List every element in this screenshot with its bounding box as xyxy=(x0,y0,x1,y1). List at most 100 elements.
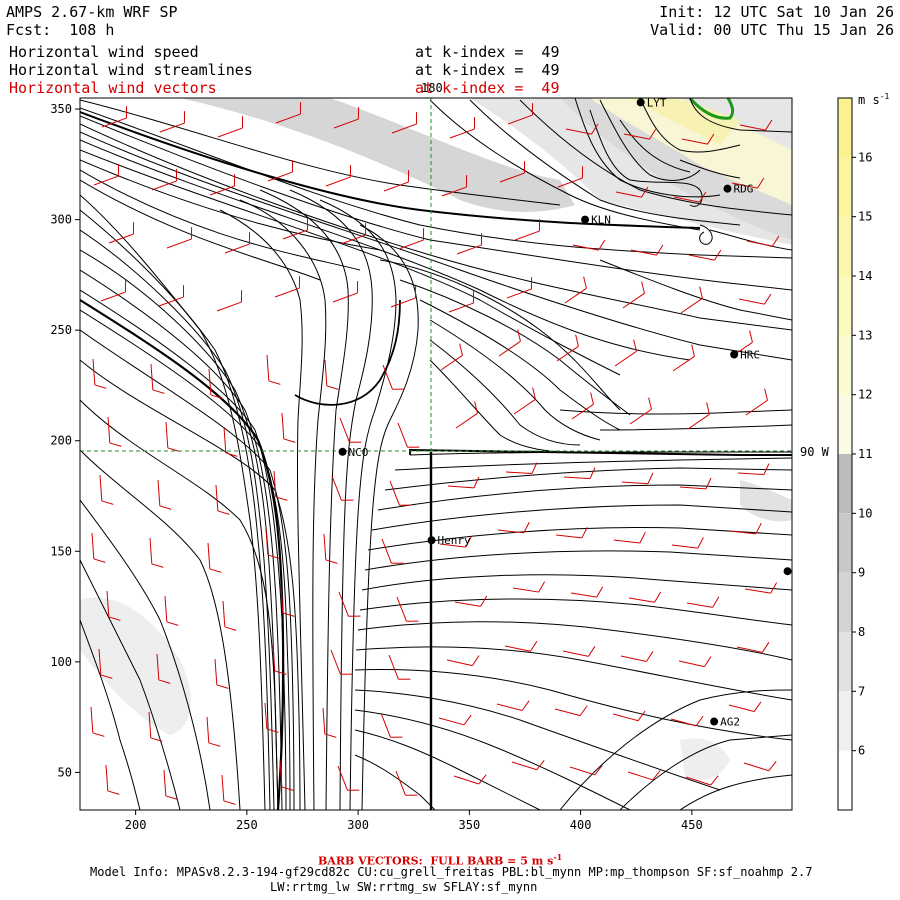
wind-barb-shaft xyxy=(224,243,250,254)
wind-barb-flag xyxy=(532,387,536,400)
wind-barb-flag xyxy=(639,532,646,544)
parallel-label: 90 W xyxy=(800,445,830,459)
wind-barb-flag xyxy=(712,596,720,608)
barb-legend: BARB VECTORS: FULL BARB = 5 m s-1 xyxy=(318,852,563,868)
colorbar-segment xyxy=(838,394,852,454)
station-label: NCO xyxy=(349,446,369,459)
colorbar-label: 7 xyxy=(858,684,865,698)
wind-barb-shaft xyxy=(688,254,715,261)
wind-barb-shaft xyxy=(746,240,773,247)
wind-barb-shaft xyxy=(570,592,597,598)
station-label: AG2 xyxy=(720,716,740,729)
station-label: Henry xyxy=(438,534,471,547)
y-tick-label: 100 xyxy=(50,655,72,669)
colorbar-segment xyxy=(838,691,852,751)
x-tick-label: 450 xyxy=(681,818,703,832)
wind-barb-shaft xyxy=(275,113,301,124)
station-marker xyxy=(710,717,719,726)
wind-barb-flag xyxy=(656,244,664,256)
wind-barb-flag xyxy=(223,800,236,805)
colorbar-label: 14 xyxy=(858,269,872,283)
y-axis: 50 100 150 200 250 300 350 xyxy=(50,102,80,779)
wind-barb-shaft xyxy=(440,354,463,371)
wind-barb-shaft xyxy=(158,296,184,307)
wind-barb-shaft xyxy=(90,706,94,733)
wind-barb-shaft xyxy=(150,363,154,390)
wind-barb-flag xyxy=(588,646,596,657)
wind-barb-shaft xyxy=(438,717,465,726)
wind-barb-shaft xyxy=(108,233,134,244)
wind-barb-flag xyxy=(770,582,778,594)
wind-barb-flag xyxy=(217,510,230,515)
wind-barb-flag xyxy=(762,641,770,653)
wind-barb-flag xyxy=(152,389,165,394)
colorbar-unit: m s-1 xyxy=(858,92,890,107)
wind-barb-shaft xyxy=(331,475,342,501)
wind-barb-flag xyxy=(755,522,762,535)
wind-barb-shaft xyxy=(207,542,211,569)
wind-barb-shaft xyxy=(456,244,482,255)
wind-barb-shaft xyxy=(504,645,531,652)
wind-barb-flag xyxy=(654,591,662,603)
wind-barb-flag xyxy=(641,281,645,294)
wind-barb-shaft xyxy=(630,249,657,256)
wind-barb-flag xyxy=(208,742,221,747)
station-marker xyxy=(427,536,436,545)
wind-barb-shaft xyxy=(736,646,763,653)
wind-barb-shaft xyxy=(337,765,348,791)
wind-barb-shaft xyxy=(279,760,283,787)
wind-barb-flag xyxy=(166,621,179,626)
wind-barb-shaft xyxy=(671,544,698,549)
wind-barb-flag xyxy=(268,380,281,385)
wind-barb-shaft xyxy=(101,117,127,128)
station-marker xyxy=(581,215,590,224)
speed-band-gray-dark xyxy=(180,98,575,212)
wind-barb-flag xyxy=(596,586,604,598)
x-tick-label: 200 xyxy=(125,818,147,832)
plot-frame xyxy=(79,97,793,811)
wind-barb-shaft xyxy=(165,421,169,448)
wind-barb-flag xyxy=(275,496,288,501)
wind-barb-shaft xyxy=(680,297,703,314)
station-marker xyxy=(636,98,645,107)
wind-barb-flag xyxy=(209,568,222,573)
colorbar-label: 8 xyxy=(858,625,865,639)
wind-barb-shaft xyxy=(728,704,755,713)
wind-barb-shaft xyxy=(206,716,210,743)
wind-barb-shaft xyxy=(280,586,284,613)
wind-barb-flag xyxy=(641,186,649,198)
wind-barb-flag xyxy=(598,239,606,251)
field-level-speed: at k-index = 49 xyxy=(415,43,560,61)
x-tick-label: 400 xyxy=(570,818,592,832)
wind-barb-flag xyxy=(216,684,229,689)
model-info-line2: LW:rrtmg_lw SW:rrtmg_sw SFLAY:sf_mynn xyxy=(270,880,538,894)
wind-barb-shaft xyxy=(264,702,268,729)
wind-barb-flag xyxy=(471,655,480,666)
wind-barb-shaft xyxy=(441,186,467,197)
wind-barb-flag xyxy=(691,344,695,357)
wind-barb-flag xyxy=(575,334,579,347)
wind-barb-shaft xyxy=(391,123,417,134)
wind-barb-flag xyxy=(531,462,538,474)
wind-barb-flag xyxy=(478,774,487,785)
wind-barb-flag xyxy=(591,123,599,135)
wind-barb-flag xyxy=(647,472,654,484)
wind-barb-flag xyxy=(101,500,114,505)
wind-barb-flag xyxy=(225,452,238,457)
wind-barb-shaft xyxy=(389,480,400,506)
y-tick-label: 50 xyxy=(58,765,72,779)
wind-barb-flag xyxy=(749,330,753,343)
wind-barb-shaft xyxy=(272,644,276,671)
wind-barb-shaft xyxy=(496,703,523,712)
wind-barb-shaft xyxy=(615,191,642,198)
wind-barb-shaft xyxy=(149,537,153,564)
wind-barb-shaft xyxy=(681,138,708,145)
field-level-vectors: at k-index = 49 xyxy=(415,79,560,97)
wind-barb-shaft xyxy=(338,591,349,617)
wind-barb-shaft xyxy=(731,182,758,189)
x-tick-label: 350 xyxy=(459,818,481,832)
wind-barb-shaft xyxy=(453,775,479,785)
wind-barb-flag xyxy=(579,705,588,716)
wind-barb-flag xyxy=(536,759,545,771)
